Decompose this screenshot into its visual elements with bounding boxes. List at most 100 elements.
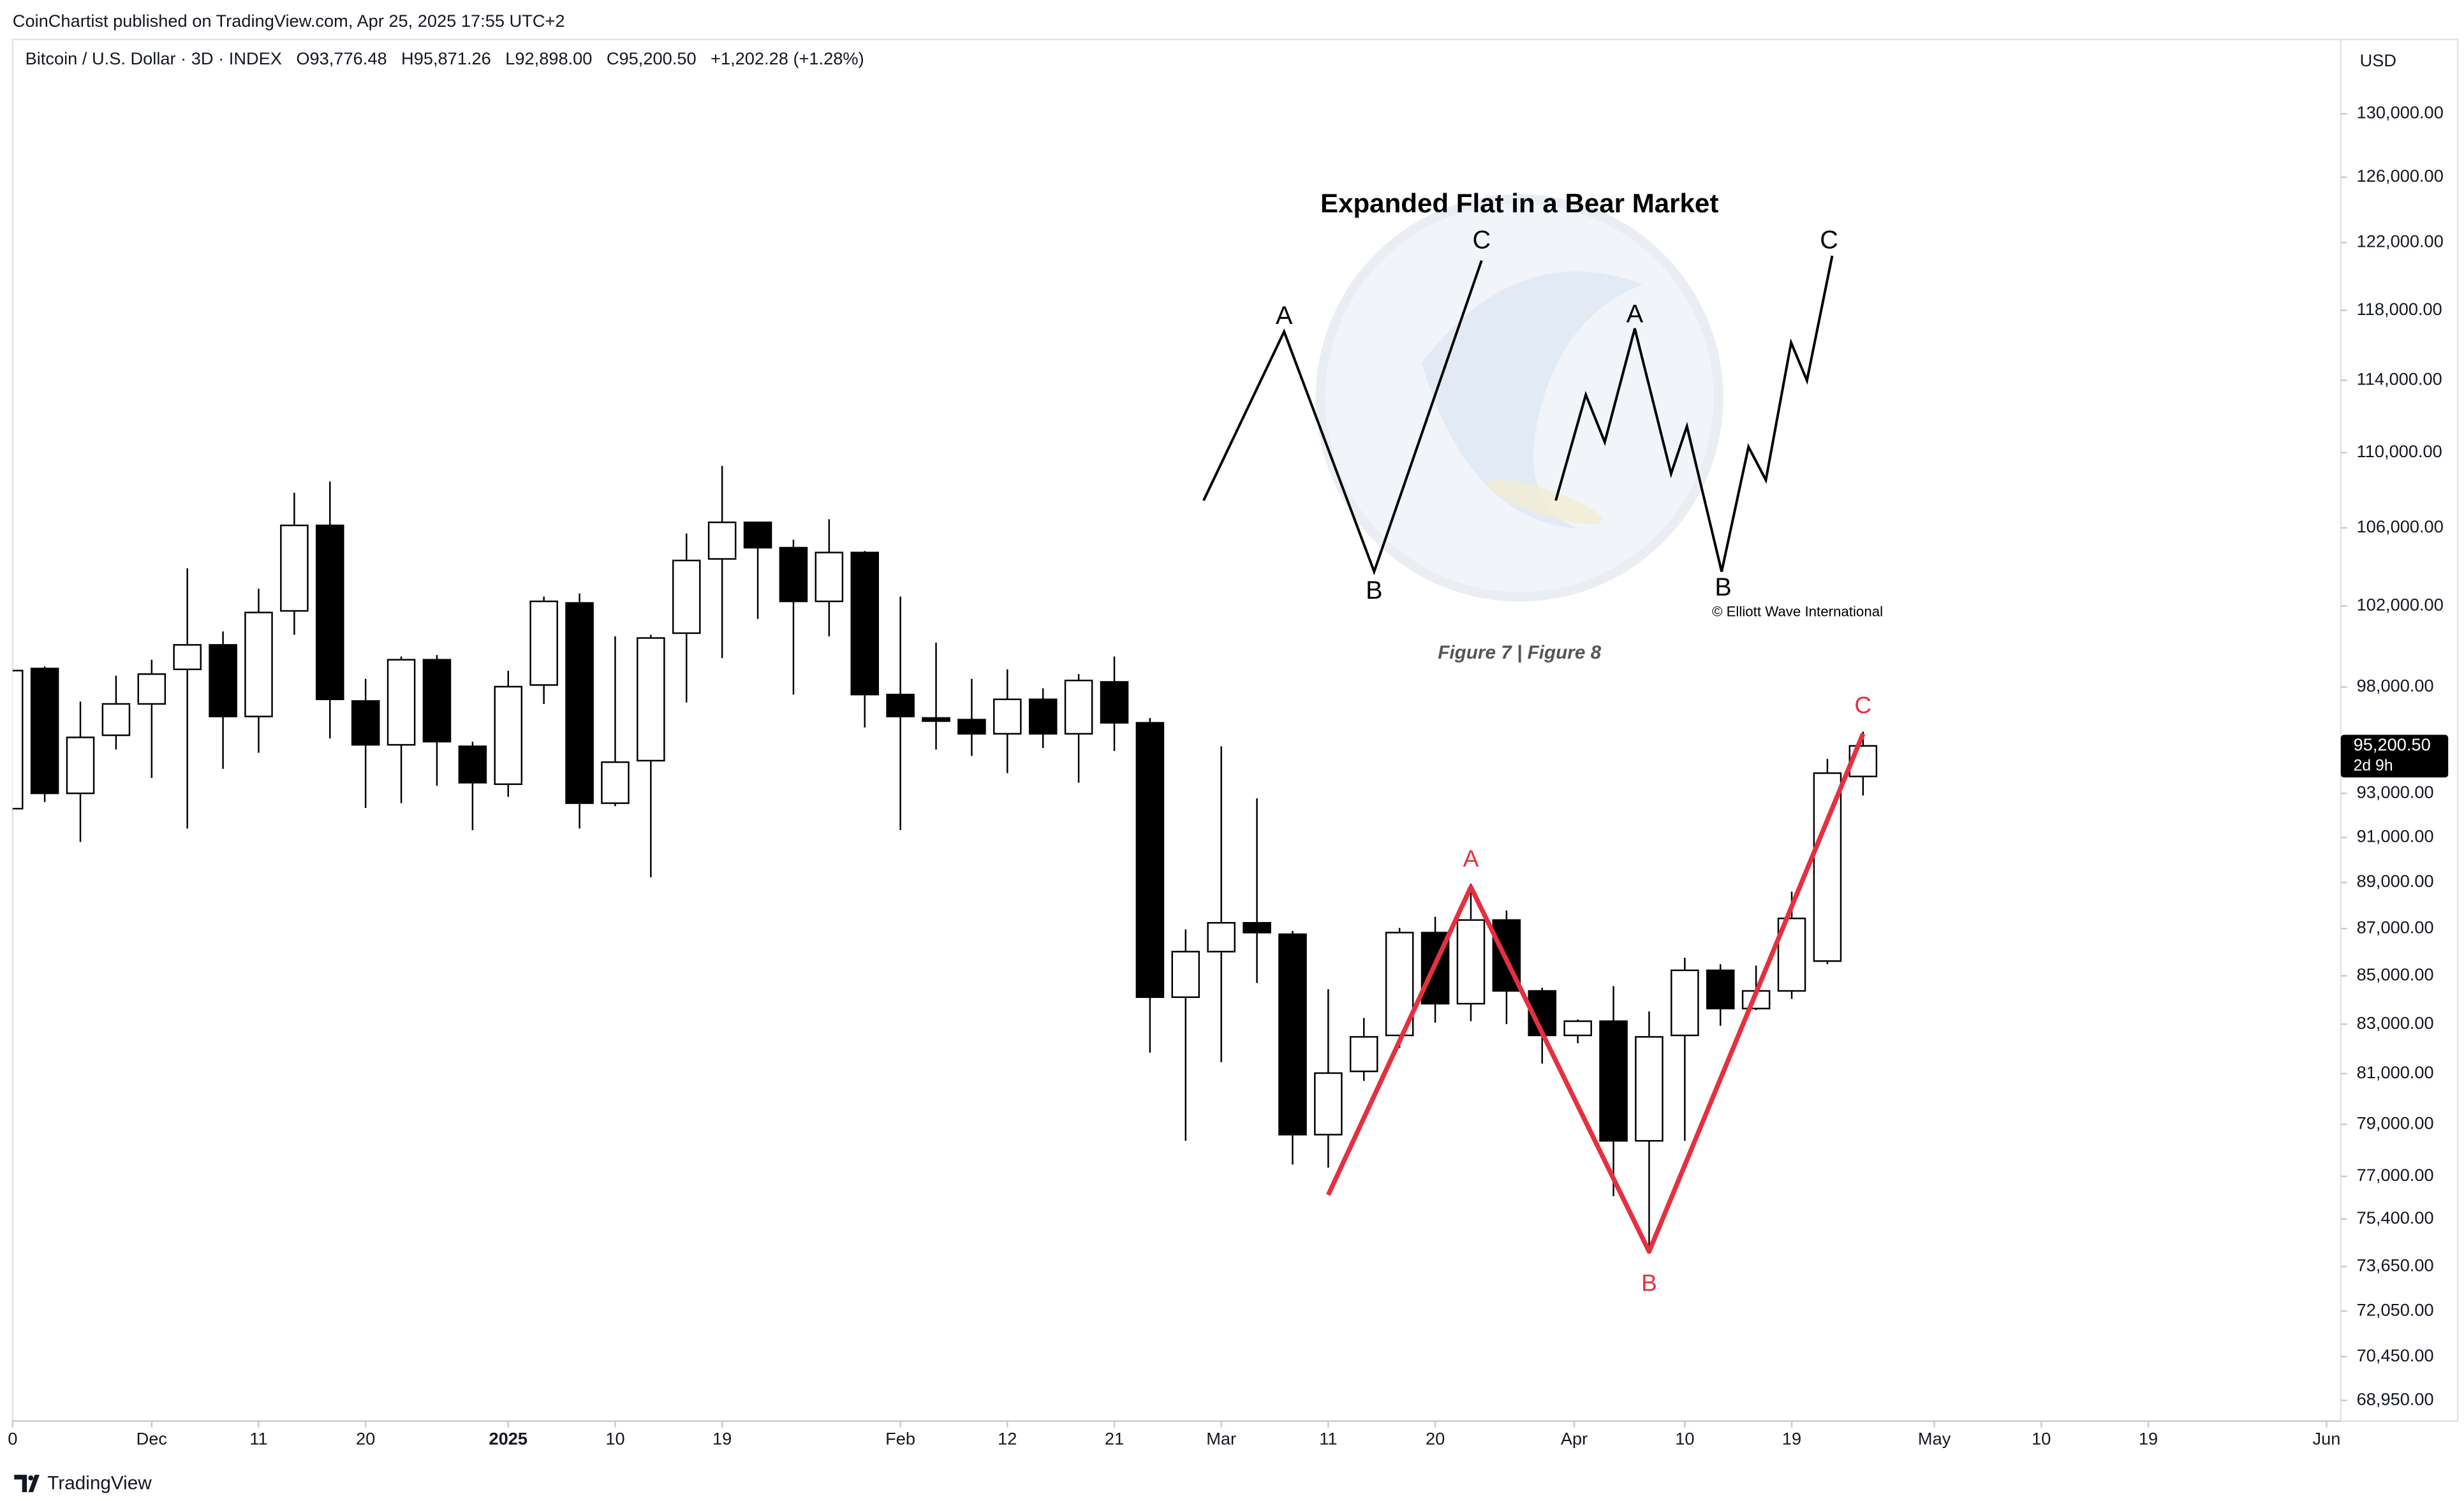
y-tick-label: 122,000.00 — [2357, 231, 2444, 251]
y-tick-label: 102,000.00 — [2357, 594, 2444, 614]
x-tick-label: 11 — [1319, 1429, 1337, 1449]
candle-body — [1599, 1020, 1628, 1142]
y-tick-label: 118,000.00 — [2357, 299, 2442, 319]
candle-body — [422, 659, 452, 743]
ohlc-high: H95,871.26 — [401, 48, 491, 68]
candle-body — [1706, 969, 1735, 1009]
y-tick-label: 98,000.00 — [2357, 676, 2434, 696]
candle-body — [637, 637, 665, 762]
y-tick-label: 79,000.00 — [2357, 1113, 2434, 1132]
x-tick-label: 10 — [605, 1429, 624, 1449]
change: +1,202.28 (+1.28%) — [711, 48, 864, 68]
inset-caption: Figure 7 | Figure 8 — [1438, 642, 1601, 663]
candle-body — [850, 552, 880, 696]
wave-label: A — [1463, 845, 1479, 872]
y-tick-label: 83,000.00 — [2357, 1013, 2434, 1032]
x-tick-label: 19 — [2139, 1429, 2158, 1449]
publisher-line: CoinChartist published on TradingView.co… — [13, 11, 565, 31]
x-tick-label: 11 — [249, 1429, 267, 1449]
y-tick-label: 130,000.00 — [2357, 103, 2444, 122]
wave-label: C — [1854, 691, 1871, 718]
x-tick-label: 12 — [998, 1429, 1017, 1449]
candle-body — [672, 559, 701, 634]
y-tick-label: 106,000.00 — [2357, 516, 2444, 536]
y-tick-label: 73,650.00 — [2357, 1256, 2434, 1275]
inset-label: B — [1366, 576, 1382, 604]
candle-body — [993, 698, 1022, 735]
plot-area: A B C — [12, 465, 1878, 1296]
x-tick-label: 0 — [8, 1429, 17, 1449]
candle-body — [494, 685, 523, 786]
x-tick-label: 10 — [1675, 1429, 1694, 1449]
candle-body — [601, 761, 630, 804]
x-tick-label: 10 — [2032, 1429, 2051, 1449]
y-tick-label: 77,000.00 — [2357, 1165, 2434, 1185]
x-tick-label: 2025 — [489, 1429, 527, 1449]
watermark-shape — [1421, 271, 1643, 529]
last-price-label: 95,200.50 — [2354, 735, 2431, 754]
y-tick-label: 110,000.00 — [2357, 441, 2442, 461]
candle-body — [565, 602, 594, 804]
inset-wave — [1202, 260, 1483, 576]
wave-label: B — [1641, 1270, 1657, 1296]
candle-body — [387, 659, 416, 746]
candle-body — [529, 600, 558, 686]
countdown-label: 2d 9h — [2354, 757, 2393, 774]
x-tick-label: 21 — [1105, 1429, 1124, 1449]
axes: 68,950.00 70,450.00 72,050.00 73,650.00 75,4… — [8, 103, 2449, 1449]
candle-body — [173, 644, 202, 670]
candle-body — [1671, 969, 1699, 1037]
symbol-legend: Bitcoin / U.S. Dollar · 3D · INDEX O93,7… — [26, 48, 864, 68]
candle-body — [1171, 951, 1200, 999]
candle-body — [209, 644, 237, 717]
x-tick-label: Jun — [2313, 1429, 2341, 1449]
candle-body — [779, 546, 808, 603]
y-tick-label: 85,000.00 — [2357, 965, 2434, 985]
candle-body — [1135, 722, 1165, 999]
y-tick-label: 75,400.00 — [2357, 1208, 2434, 1227]
candle-body — [101, 703, 131, 736]
candle-body — [743, 521, 772, 549]
inset-label: A — [1276, 302, 1293, 330]
inset-figure: Expanded Flat in a Bear Market A B C A B… — [1202, 188, 1883, 663]
candle-body — [316, 524, 344, 700]
y-tick-label: 72,050.00 — [2357, 1300, 2434, 1319]
symbol: Bitcoin / U.S. Dollar · 3D · INDEX — [26, 48, 282, 68]
y-tick-label: 81,000.00 — [2357, 1062, 2434, 1082]
ohlc-open: O93,776.48 — [296, 48, 387, 68]
footer-logo: TradingView — [14, 1473, 152, 1494]
candle-body — [244, 611, 273, 717]
candle-body — [886, 694, 915, 717]
candle-body — [1314, 1072, 1343, 1136]
candle-body — [815, 552, 844, 603]
candle-body — [66, 736, 95, 794]
x-tick-label: Mar — [1206, 1429, 1236, 1449]
x-tick-label: 19 — [712, 1429, 732, 1449]
x-tick-label: Dec — [136, 1429, 167, 1449]
candle-body — [351, 700, 380, 746]
y-tick-label: 68,950.00 — [2357, 1389, 2434, 1409]
candle-body — [1207, 921, 1236, 953]
candle-body — [1100, 681, 1129, 724]
inset-credit: © Elliott Wave International — [1712, 604, 1883, 620]
candle-body — [1635, 1036, 1664, 1142]
candle-body — [137, 673, 166, 705]
candle-body — [922, 717, 950, 722]
x-tick-label: 20 — [356, 1429, 375, 1449]
y-tick-label: 93,000.00 — [2357, 782, 2434, 802]
y-axis-unit: USD — [2360, 50, 2396, 70]
x-tick-label: May — [1918, 1429, 1951, 1449]
candle-body — [280, 524, 309, 612]
candle-body — [1350, 1036, 1378, 1073]
inset-label: C — [1820, 226, 1838, 254]
x-tick-label: 20 — [1426, 1429, 1445, 1449]
inset-label: B — [1715, 573, 1731, 601]
x-tick-label: Apr — [1561, 1429, 1588, 1449]
ohlc-close: C95,200.50 — [607, 48, 697, 68]
footer-brand: TradingView — [47, 1473, 152, 1494]
candle-body — [458, 745, 487, 784]
inset-wave — [1554, 255, 1834, 572]
last-price-box — [2340, 735, 2449, 778]
candle-body — [12, 670, 24, 810]
